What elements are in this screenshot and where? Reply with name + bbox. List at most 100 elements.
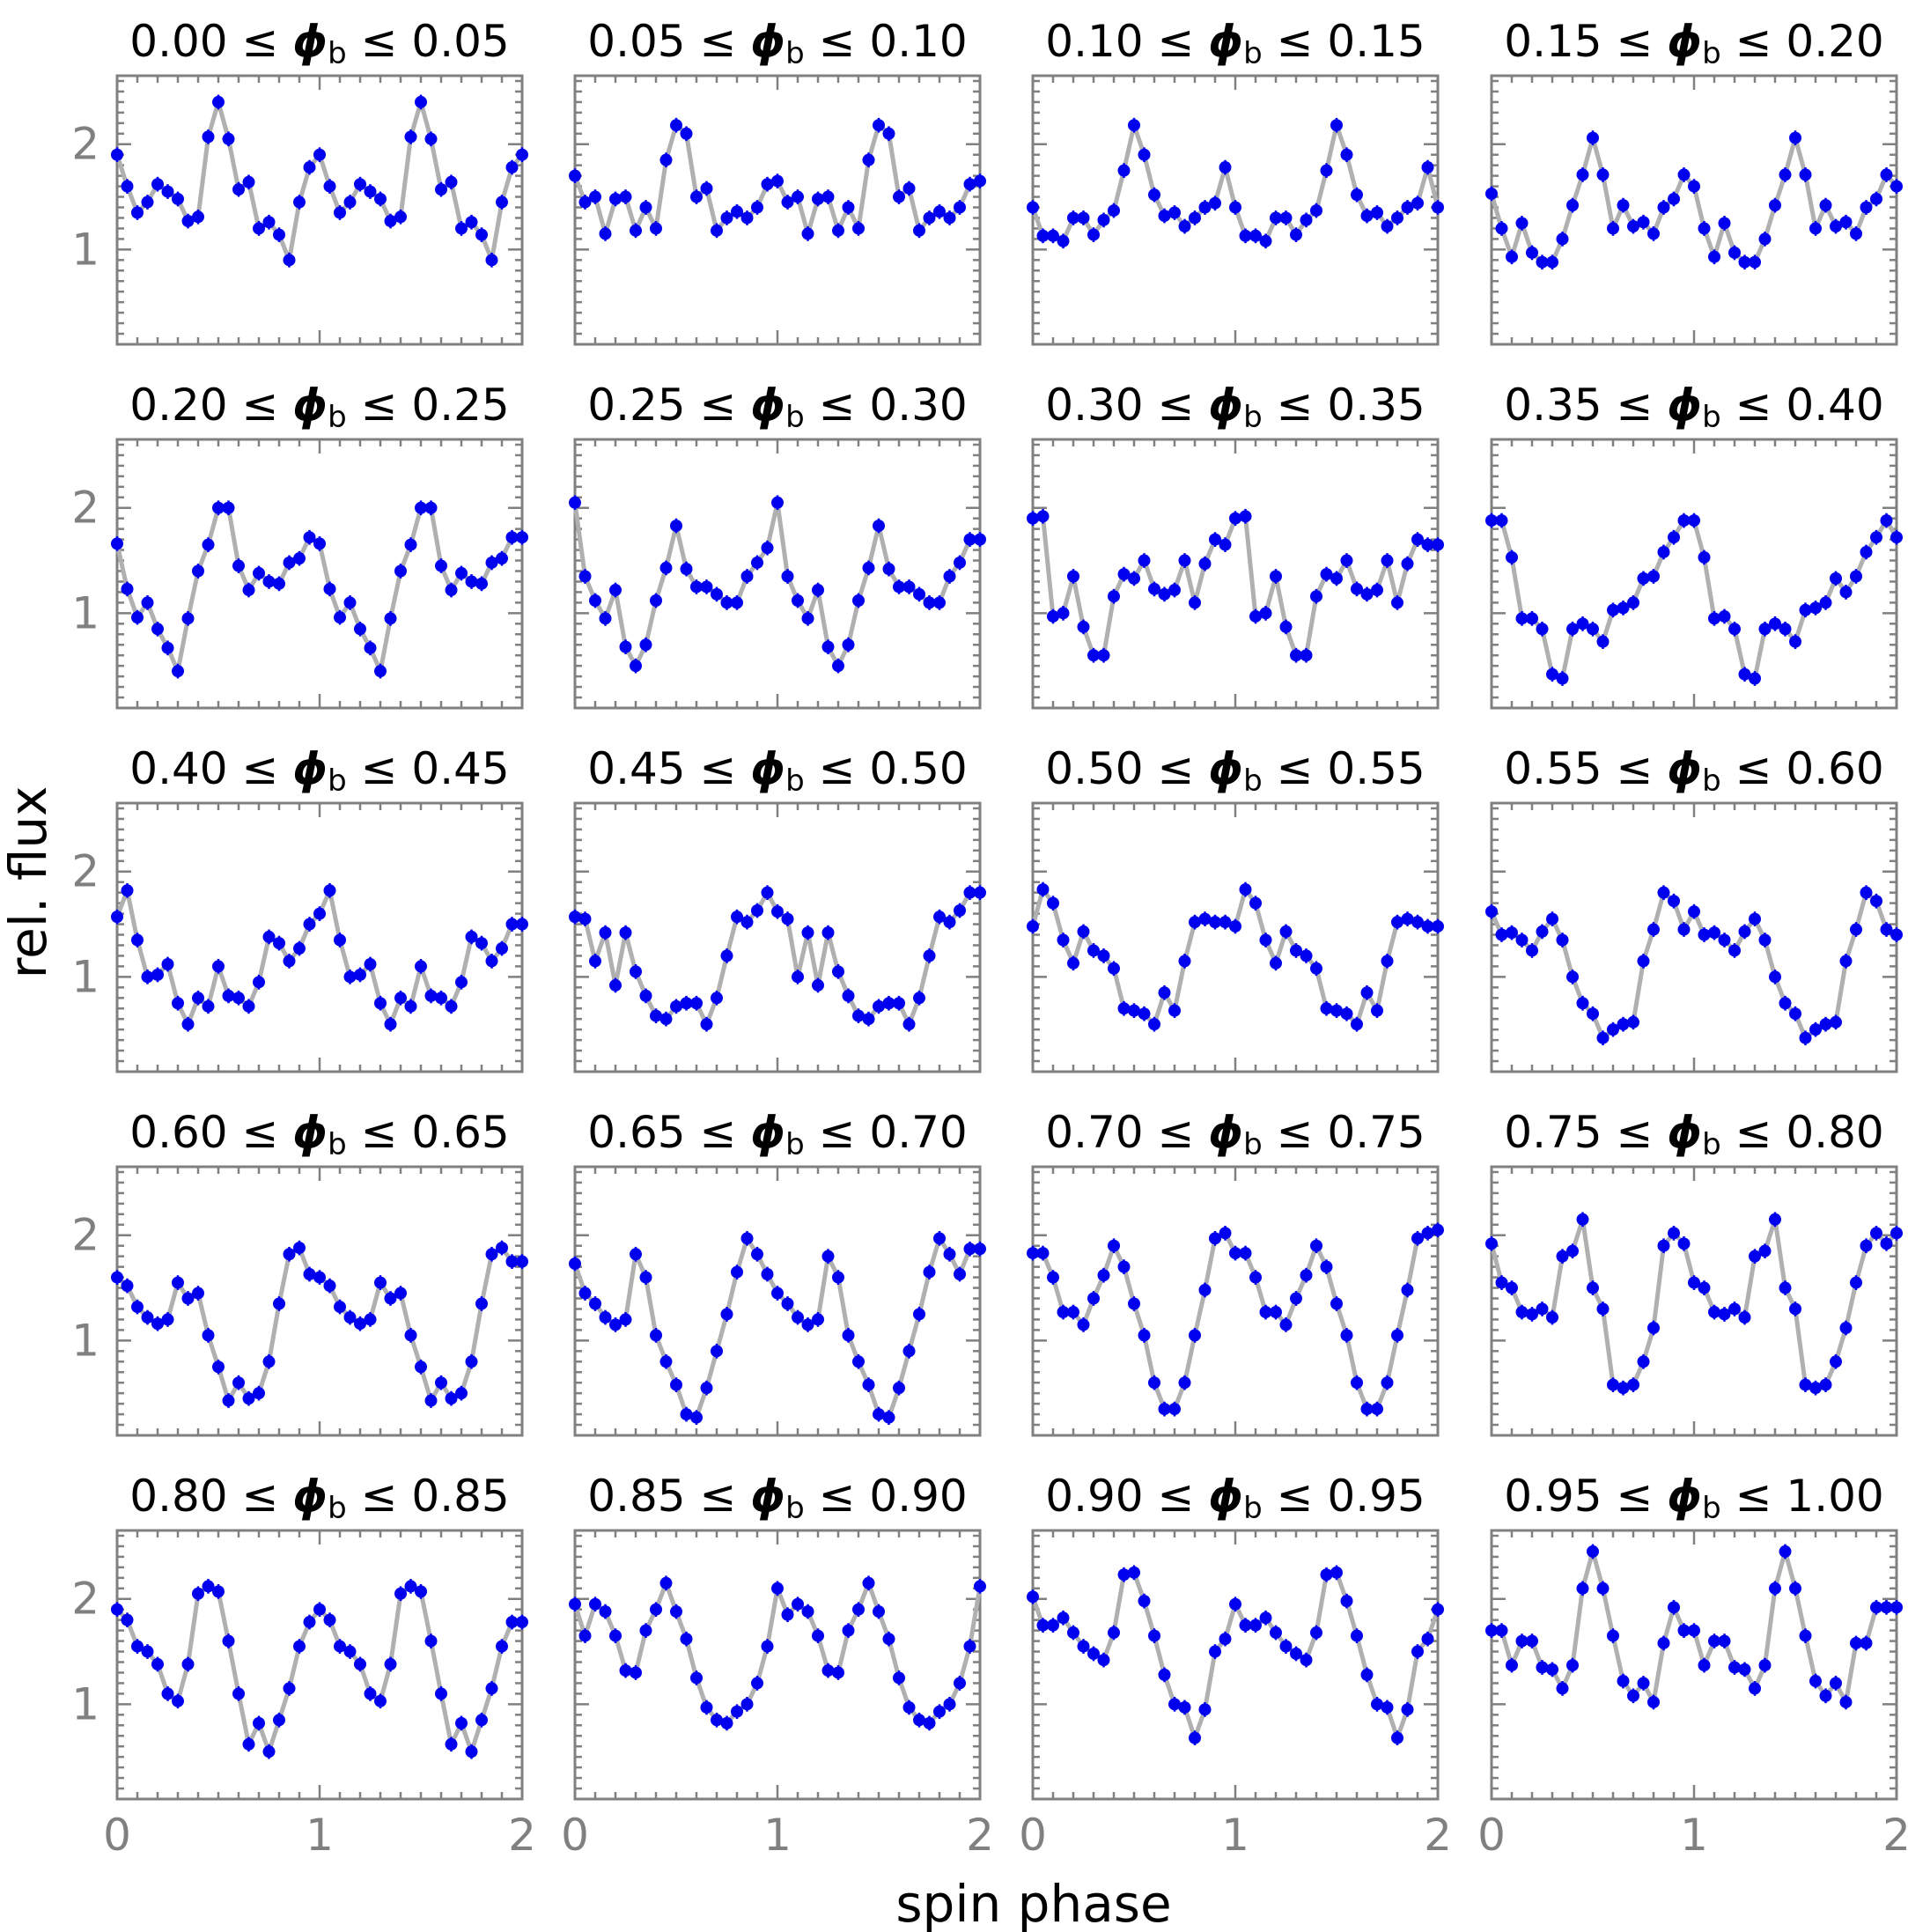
data-point — [1587, 1281, 1599, 1294]
data-point — [496, 552, 508, 565]
data-point — [1189, 1329, 1201, 1342]
data-point — [1769, 1582, 1781, 1595]
data-point — [711, 587, 723, 601]
panel-frame — [1031, 1529, 1440, 1801]
data-point — [313, 1271, 326, 1284]
data-point — [1057, 234, 1070, 247]
data-point — [812, 1629, 824, 1642]
data-point — [1381, 955, 1394, 968]
data-point — [1536, 1661, 1549, 1674]
data-point — [943, 1698, 956, 1711]
data-point — [131, 206, 144, 219]
data-point — [121, 884, 134, 897]
data-point — [943, 211, 956, 225]
data-point — [1027, 201, 1039, 214]
data-point — [650, 1603, 662, 1616]
data-point — [293, 1640, 306, 1653]
data-point — [313, 537, 326, 550]
data-point — [1351, 1629, 1363, 1642]
data-point — [711, 1345, 723, 1358]
data-point — [1657, 201, 1670, 214]
data-point — [1067, 211, 1079, 225]
data-point — [933, 1705, 946, 1718]
data-point — [1198, 557, 1212, 571]
data-point — [1718, 933, 1731, 947]
data-point — [1698, 222, 1711, 235]
series-line — [114, 100, 524, 262]
data-point — [1515, 1634, 1529, 1648]
data-point — [343, 1311, 357, 1324]
data-point — [181, 612, 195, 625]
data-point — [1432, 538, 1444, 551]
data-point — [1047, 229, 1059, 242]
data-point — [192, 564, 204, 578]
panel-15: 0.70 ≤ ϕb ≤ 0.75 — [1027, 1107, 1444, 1437]
data-point — [253, 976, 265, 989]
data-point — [151, 623, 164, 636]
data-point — [334, 611, 346, 624]
panel-title-lower: 0.25 ≤ — [587, 380, 750, 431]
panel-frame — [115, 74, 524, 346]
data-point — [1128, 119, 1140, 132]
data-point — [1138, 554, 1151, 567]
data-point — [1890, 928, 1903, 941]
panel-title-lower: 0.45 ≤ — [587, 743, 750, 794]
data-point — [1117, 1568, 1131, 1582]
data-point — [172, 665, 184, 678]
data-point — [1799, 168, 1812, 181]
data-point — [1340, 148, 1353, 161]
data-point — [1239, 510, 1252, 523]
data-point — [485, 1682, 498, 1695]
panel-title: 0.20 ≤ ϕb ≤ 0.25 — [129, 380, 509, 435]
data-point — [121, 1613, 134, 1626]
data-point — [1769, 1213, 1781, 1226]
data-point — [1239, 1247, 1252, 1260]
data-point — [842, 989, 855, 1002]
data-point — [609, 1629, 622, 1642]
data-point — [751, 556, 763, 569]
data-point — [1351, 582, 1363, 595]
data-point — [1637, 1355, 1650, 1368]
data-point — [771, 496, 784, 509]
data-point — [1117, 1002, 1131, 1015]
y-tick-label: 2 — [71, 483, 99, 534]
panel-title: 0.10 ≤ ϕb ≤ 0.15 — [1045, 16, 1425, 71]
data-point — [1657, 545, 1670, 558]
data-point — [172, 192, 184, 205]
data-point — [1411, 1232, 1424, 1245]
series-line — [114, 505, 522, 674]
data-point — [751, 201, 763, 214]
data-point — [862, 153, 875, 166]
data-point — [1698, 550, 1711, 564]
y-axis-label: rel. flux — [0, 786, 58, 979]
data-point — [1668, 531, 1680, 544]
data-point — [1506, 1659, 1518, 1672]
data-point — [475, 577, 488, 590]
data-point — [1718, 1308, 1731, 1321]
data-point — [1637, 955, 1650, 968]
data-point — [1371, 1698, 1383, 1711]
data-point — [792, 1311, 804, 1324]
data-point — [842, 1329, 855, 1342]
x-tick-label: 0 — [103, 1810, 131, 1861]
data-point — [334, 933, 346, 947]
data-point — [650, 594, 662, 607]
data-point — [792, 1597, 804, 1611]
data-point — [740, 211, 754, 225]
panel-frame — [573, 74, 982, 346]
data-point — [293, 195, 306, 209]
data-point — [1779, 168, 1792, 181]
panel-title-upper: ≤ 0.15 — [1263, 16, 1425, 67]
data-point — [1097, 949, 1110, 962]
data-point — [589, 1297, 601, 1310]
data-point — [751, 904, 763, 917]
data-point — [902, 1018, 916, 1031]
data-point — [1067, 1626, 1079, 1640]
data-point — [1536, 255, 1549, 269]
data-point — [516, 148, 528, 161]
data-point — [415, 960, 427, 973]
data-point — [862, 1013, 875, 1026]
data-point — [1077, 1640, 1090, 1653]
data-point — [111, 911, 123, 924]
data-point — [639, 989, 652, 1002]
